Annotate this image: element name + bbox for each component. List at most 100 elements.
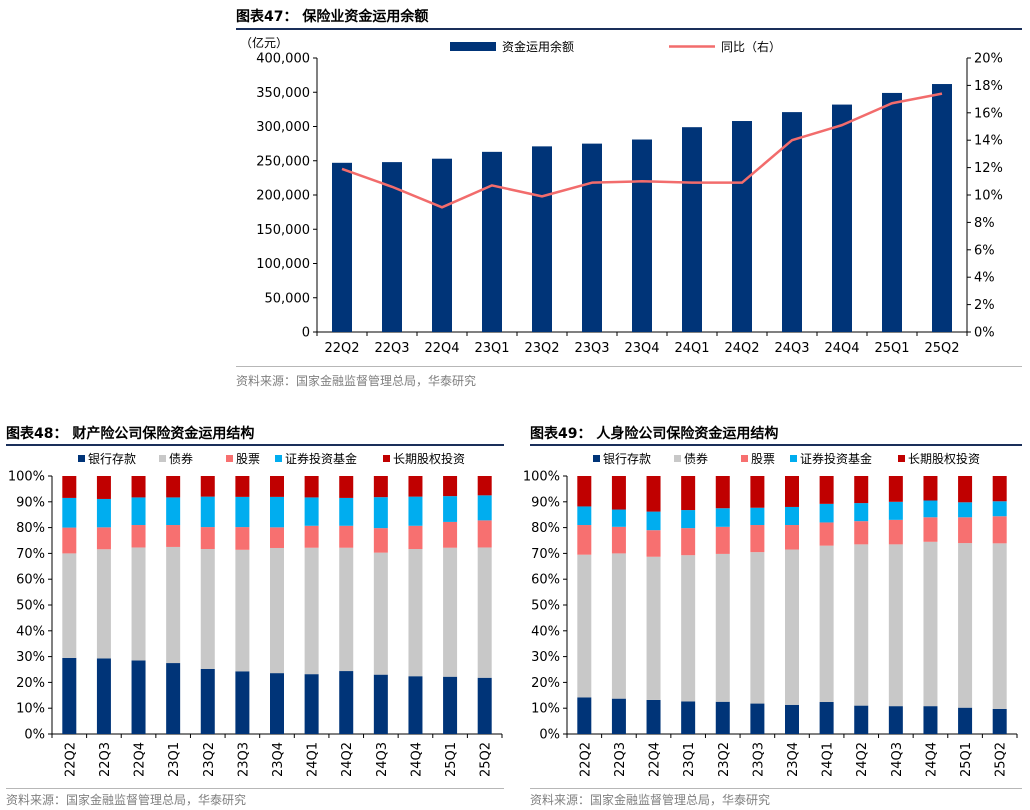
fig49-x-tick-label: 24Q1 bbox=[821, 742, 836, 777]
fig49-bar-segment bbox=[646, 476, 661, 512]
fig49-x-tick-label: 23Q4 bbox=[786, 742, 801, 777]
fig48-bar-segment bbox=[373, 476, 388, 498]
fig48-bar-segment bbox=[304, 547, 319, 675]
fig48-legend-swatch bbox=[226, 455, 233, 462]
fig49-y-tick-label: 100% bbox=[523, 470, 560, 485]
fig48-bar-segment bbox=[339, 497, 354, 526]
fig49-bar-segment bbox=[750, 507, 765, 526]
fig49-bar-segment bbox=[819, 702, 834, 734]
fig47-x-tick-label: 24Q3 bbox=[774, 341, 809, 356]
fig49-source-rule bbox=[530, 788, 1022, 789]
fig48-source-rule bbox=[6, 788, 504, 789]
fig48-x-tick-label: 24Q1 bbox=[306, 742, 321, 777]
fig47-bar bbox=[482, 151, 502, 332]
fig49-bar-segment bbox=[611, 509, 626, 527]
fig49-bar-segment bbox=[681, 510, 696, 529]
fig49-source: 资料来源：国家金融监督管理总局，华泰研究 bbox=[530, 793, 771, 807]
fig49-bar-segment bbox=[785, 506, 799, 526]
fig47-x-tick-label: 23Q2 bbox=[524, 341, 559, 356]
fig47-bar bbox=[832, 104, 852, 332]
fig47-left-tick-label: 200,000 bbox=[256, 189, 310, 204]
fig49-bar-segment bbox=[611, 698, 626, 734]
fig49-legend-label: 股票 bbox=[751, 452, 775, 466]
fig49-bar-segment bbox=[958, 707, 973, 734]
fig49-bar-segment bbox=[854, 521, 869, 545]
fig49-bar-segment bbox=[992, 708, 1007, 734]
fig47-right-tick-label: 4% bbox=[974, 271, 995, 286]
fig47-bar bbox=[682, 127, 702, 332]
fig49-legend-label: 债券 bbox=[684, 451, 708, 466]
fig49-bar-segment bbox=[681, 476, 696, 511]
fig47-right-tick-label: 18% bbox=[974, 79, 1003, 94]
fig48-bar-segment bbox=[166, 663, 181, 734]
fig49-bar-segment bbox=[819, 522, 834, 546]
fig48-bar-segment bbox=[200, 527, 215, 550]
fig47-title: 图表47： 保险业资金运用余额 bbox=[236, 9, 429, 25]
fig48-y-tick-label: 50% bbox=[16, 599, 45, 614]
fig49-legend-label: 银行存款 bbox=[603, 452, 651, 466]
fig48-bar-segment bbox=[235, 476, 250, 497]
fig48-bar-segment bbox=[373, 674, 388, 734]
fig48-bar-segment bbox=[339, 547, 354, 672]
fig47-x-tick-label: 24Q2 bbox=[724, 341, 759, 356]
fig49-bar-segment bbox=[577, 525, 592, 555]
fig49-bar-segment bbox=[577, 697, 592, 734]
fig49-bar-segment bbox=[958, 543, 973, 708]
fig49-bar-segment bbox=[785, 476, 799, 507]
fig47-x-tick-label: 23Q1 bbox=[474, 341, 509, 356]
fig49-x-tick-label: 23Q3 bbox=[751, 742, 766, 777]
fig48-bar-segment bbox=[408, 496, 423, 526]
fig49-bar-segment bbox=[577, 476, 592, 507]
fig49-bar-segment bbox=[888, 501, 903, 520]
fig48-bar-segment bbox=[270, 547, 284, 674]
fig49-bar-segment bbox=[715, 553, 730, 702]
fig49-chart: 0% 10% 20% 30% 40% 50% 60% 70% 80% 90% 100% 22Q2 22Q… bbox=[523, 451, 1018, 777]
fig47-bar bbox=[382, 162, 402, 332]
fig48-bar-segment bbox=[443, 547, 458, 677]
fig48-bar-segment bbox=[200, 668, 215, 734]
fig48-bar-segment bbox=[131, 547, 146, 661]
fig48-bar-segment bbox=[235, 671, 250, 734]
fig47-x-tick-label: 25Q2 bbox=[924, 341, 959, 356]
fig49-bar-segment bbox=[646, 530, 661, 557]
fig48-y-tick-label: 70% bbox=[16, 547, 45, 562]
fig47-bar bbox=[432, 158, 452, 332]
fig48-y-tick-label: 30% bbox=[16, 650, 45, 665]
fig49-legend-swatch bbox=[674, 455, 681, 462]
fig48-x-tick-label: 24Q4 bbox=[409, 742, 424, 777]
fig47-yoy-line bbox=[341, 92, 943, 209]
fig48-bar-segment bbox=[339, 525, 354, 548]
fig49-y-tick-label: 20% bbox=[531, 676, 560, 691]
fig48-bar-segment bbox=[200, 549, 215, 669]
fig47-left-tick-label: 400,000 bbox=[256, 52, 310, 67]
fig47-bar bbox=[332, 162, 352, 332]
fig48-x-tick-label: 22Q3 bbox=[98, 742, 113, 777]
fig49-bar-segment bbox=[715, 526, 730, 554]
fig47-right-tick-label: 14% bbox=[974, 134, 1003, 149]
fig49-bar-segment bbox=[750, 703, 765, 734]
fig49-bar-segment bbox=[750, 476, 765, 508]
fig49-bar-segment bbox=[785, 704, 799, 734]
fig49-bar-segment bbox=[854, 544, 869, 706]
fig49-bar-segment bbox=[646, 511, 661, 531]
fig49-bar-segment bbox=[646, 699, 661, 734]
fig49-x-tick-label: 24Q3 bbox=[890, 742, 905, 777]
fig49-bar-segment bbox=[611, 476, 626, 510]
fig47-unit-label: （亿元） bbox=[240, 35, 288, 50]
fig49-legend-swatch bbox=[593, 455, 600, 462]
fig48-bar-segment bbox=[96, 476, 111, 499]
fig49-x-tick-label: 25Q1 bbox=[959, 742, 974, 777]
fig49-bar-segment bbox=[715, 701, 730, 734]
fig49-bar-segment bbox=[577, 554, 592, 698]
fig49-bar-segment bbox=[750, 552, 765, 704]
fig47-right-tick-label: 20% bbox=[974, 52, 1003, 67]
fig49-bar-segment bbox=[958, 517, 973, 544]
fig49-y-tick-label: 70% bbox=[531, 547, 560, 562]
fig48-bar-segment bbox=[200, 476, 215, 497]
fig48-y-tick-label: 80% bbox=[16, 521, 45, 536]
fig48-bar-segment bbox=[443, 496, 458, 522]
fig48-bar-segment bbox=[96, 527, 111, 550]
fig49-bar-segment bbox=[785, 525, 799, 550]
fig49-x-tick-label: 24Q2 bbox=[855, 742, 870, 777]
fig48-title-rule bbox=[6, 444, 504, 446]
